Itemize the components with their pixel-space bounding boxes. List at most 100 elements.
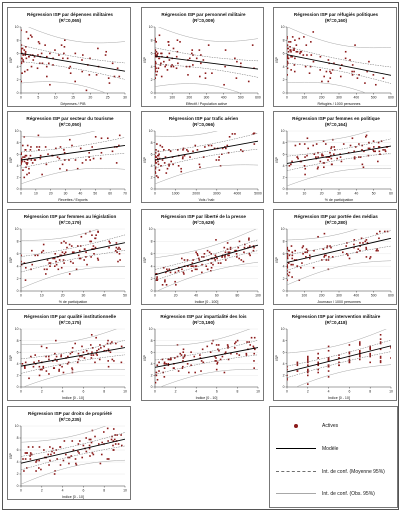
y-tick-label: 6 (283, 152, 285, 156)
data-point (168, 165, 170, 167)
ci-mean-upper (155, 239, 258, 270)
data-point (21, 157, 23, 160)
ci-obs-upper (155, 131, 218, 137)
x-tick-label: 10 (34, 192, 38, 196)
data-point (372, 74, 375, 76)
data-point (47, 153, 49, 155)
data-point (160, 52, 162, 55)
data-point (25, 467, 28, 469)
y-tick-label: 2 (151, 374, 153, 378)
chart-subtitle: (R²=0,190) (192, 320, 215, 325)
data-point (31, 36, 33, 38)
data-point (155, 160, 156, 163)
data-point (218, 159, 220, 161)
data-point (191, 49, 194, 51)
data-point (31, 263, 34, 266)
y-axis-label: ISP (275, 57, 279, 63)
data-point (319, 55, 322, 58)
data-point (105, 50, 107, 53)
data-point (53, 473, 56, 475)
regression-line (155, 140, 258, 161)
x-tick-label: 400 (353, 294, 359, 298)
data-point (45, 355, 47, 358)
x-axis-label: Indice [0 - 10] (62, 495, 84, 499)
ci-obs-lower (155, 83, 242, 93)
data-point (24, 154, 27, 157)
data-point (322, 248, 325, 250)
data-point (24, 52, 27, 55)
x-axis-label: Recettes / Exports (58, 198, 88, 202)
data-point (342, 143, 345, 145)
data-point (94, 237, 96, 240)
data-point (59, 146, 62, 148)
data-point (41, 368, 43, 371)
chart-1-svg: Régression ISP par dépenses militaires(R… (9, 12, 127, 106)
data-point (319, 69, 322, 71)
ci-mean-upper (21, 340, 125, 360)
data-point (291, 251, 294, 254)
data-point (312, 144, 314, 147)
data-point (21, 29, 22, 32)
data-point (186, 363, 189, 365)
y-tick-label: 0 (151, 385, 153, 389)
data-point (253, 132, 256, 135)
data-point (236, 352, 238, 355)
data-point (155, 371, 158, 374)
data-point (21, 151, 22, 154)
x-tick-label: 6 (82, 489, 84, 493)
data-point (91, 234, 93, 236)
data-point (309, 65, 312, 68)
x-tick-label: 30 (337, 192, 341, 196)
data-point (66, 246, 68, 249)
y-tick-label: 2 (17, 277, 19, 281)
data-point (308, 72, 311, 74)
y-tick-label: 2 (151, 78, 153, 82)
data-point (97, 231, 99, 233)
data-point (55, 339, 57, 342)
data-point (240, 149, 242, 151)
regression-line (287, 345, 391, 373)
data-point (88, 74, 91, 76)
chart-13-svg: Régression ISP par droits de propriété(R… (9, 411, 127, 499)
ci-obs-lower (21, 81, 107, 93)
data-point (173, 367, 175, 369)
data-point (307, 147, 309, 150)
data-point (379, 361, 382, 364)
data-point (359, 358, 361, 361)
y-tick-label: 4 (283, 65, 285, 69)
regression-line (21, 242, 125, 265)
chart-title: Régression ISP par secteur du tourisme (26, 116, 114, 121)
x-tick-label: 8 (103, 390, 105, 394)
data-point (293, 47, 295, 50)
ci-obs-lower (21, 266, 125, 289)
data-point (351, 74, 354, 76)
data-point (111, 62, 114, 65)
data-point (192, 64, 194, 66)
data-point (299, 52, 301, 55)
data-point (330, 246, 332, 249)
data-point (348, 344, 351, 346)
data-point (384, 150, 387, 153)
data-point (287, 64, 288, 66)
ci-obs-lower (155, 164, 258, 185)
data-point (74, 342, 76, 345)
data-point (49, 262, 52, 264)
x-axis-label: Indice [0 - 100] (195, 300, 219, 304)
data-point (365, 239, 368, 241)
data-point (118, 246, 120, 249)
data-point (75, 268, 78, 271)
x-tick-label: 40 (102, 294, 106, 298)
data-point (32, 59, 35, 61)
data-point (49, 265, 51, 267)
data-point (362, 166, 365, 169)
data-point (157, 154, 160, 157)
x-tick-label: 300 (336, 294, 342, 298)
data-point (87, 352, 89, 355)
data-point (307, 360, 309, 362)
y-tick-label: 8 (283, 141, 285, 145)
data-point (155, 175, 158, 177)
data-point (26, 159, 29, 161)
y-tick-label: 10 (149, 25, 153, 29)
data-point (53, 257, 56, 260)
data-point (306, 137, 309, 140)
